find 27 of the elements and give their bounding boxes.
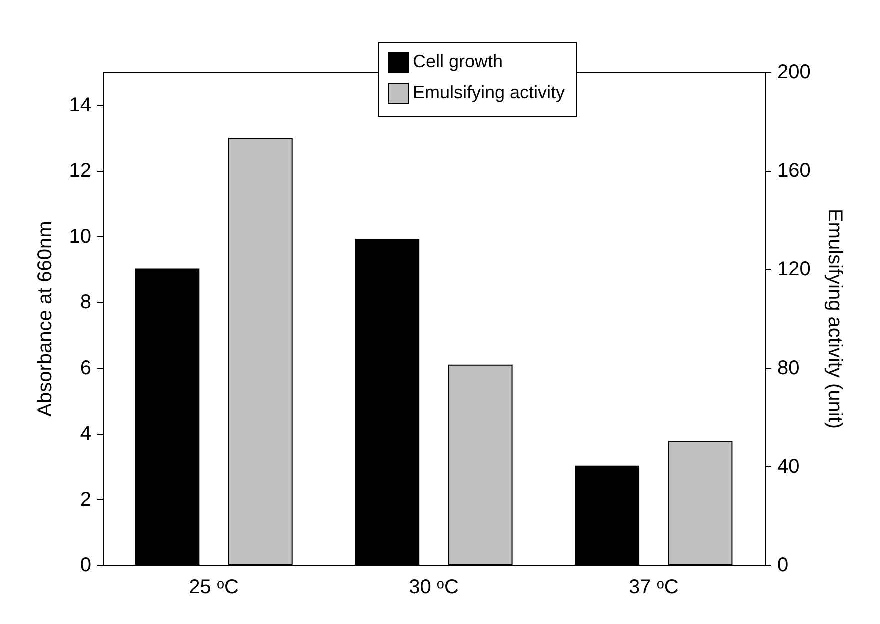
y-tick-label: 14: [69, 94, 92, 116]
x-tick-label: 25 ᵒC: [189, 576, 239, 598]
legend-label: Cell growth: [413, 52, 504, 72]
bar: [228, 138, 293, 566]
y-tick-label: 12: [69, 160, 92, 182]
legend-label: Emulsifying activity: [413, 82, 566, 102]
bar: [355, 239, 420, 566]
y2-tick-label: 40: [778, 456, 800, 478]
x-tick-label: 30 ᵒC: [409, 576, 459, 598]
bar: [448, 364, 513, 566]
y-tick-label: 2: [80, 488, 92, 511]
y-tick-label: 6: [80, 357, 92, 380]
y-axis-title: Absorbance at 660nm: [34, 221, 56, 417]
y2-tick-label: 80: [778, 357, 800, 380]
y-tick-label: 4: [80, 423, 92, 446]
y-tick-label: 8: [80, 292, 92, 314]
bar: [575, 466, 640, 566]
bar: [135, 268, 200, 566]
y-tick-label: 10: [69, 226, 92, 248]
y2-tick-label: 200: [778, 62, 811, 84]
y2-tick-label: 160: [778, 160, 811, 182]
y2-axis-title: Emulsifying activity (unit): [824, 208, 846, 430]
y2-tick-label: 0: [778, 554, 789, 576]
bar: [668, 441, 733, 566]
x-tick-label: 37 ᵒC: [629, 576, 679, 598]
y2-tick-label: 120: [778, 258, 811, 281]
y-tick-label: 0: [80, 554, 92, 576]
